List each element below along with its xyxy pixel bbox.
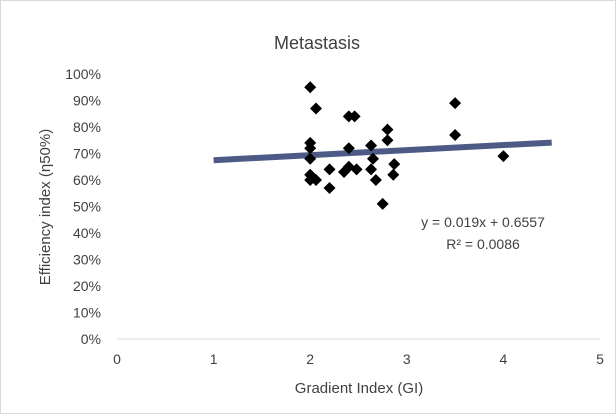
data-point <box>376 197 389 210</box>
data-point <box>304 81 317 94</box>
data-point <box>304 152 317 165</box>
y-tick-label: 20% <box>73 278 101 294</box>
data-point <box>381 123 394 136</box>
y-tick-label: 10% <box>73 305 101 321</box>
y-tick-labels: 0% 10% 20% 30% 40% 50% 60% 70% 80% 90% 100% <box>65 66 101 347</box>
x-tick-label: 0 <box>113 351 121 367</box>
y-tick-label: 40% <box>73 225 101 241</box>
y-tick-label: 100% <box>65 66 101 82</box>
x-tick-label: 3 <box>403 351 411 367</box>
data-point <box>342 142 355 155</box>
data-point <box>497 150 510 163</box>
x-tick-label: 1 <box>210 351 218 367</box>
data-point <box>366 152 379 165</box>
data-point <box>365 139 378 152</box>
x-tick-labels: 0 1 2 3 4 5 <box>113 351 604 367</box>
data-point <box>323 181 336 194</box>
data-point <box>350 163 363 176</box>
data-point <box>304 142 317 155</box>
y-tick-label: 30% <box>73 252 101 268</box>
y-tick-label: 70% <box>73 146 101 162</box>
data-point <box>388 158 401 171</box>
data-point <box>323 163 336 176</box>
data-point <box>369 174 382 186</box>
y-tick-label: 0% <box>81 331 101 347</box>
trendline <box>213 139 552 164</box>
x-tick-label: 4 <box>500 351 508 367</box>
y-axis-label: Efficiency index (η50%) <box>37 129 54 285</box>
y-tick-label: 50% <box>73 199 101 215</box>
data-point <box>309 102 322 115</box>
data-point <box>449 97 462 110</box>
trendline-group <box>213 139 552 164</box>
chart-title: Metastasis <box>274 33 360 53</box>
x-tick-label: 5 <box>596 351 604 367</box>
data-point <box>449 128 462 141</box>
x-tick-label: 2 <box>306 351 314 367</box>
trendline-equation: y = 0.019x + 0.6557 <box>421 214 545 230</box>
data-point <box>348 110 361 123</box>
data-point <box>387 168 400 181</box>
y-tick-label: 60% <box>73 172 101 188</box>
x-axis-label: Gradient Index (GI) <box>295 380 423 397</box>
data-points <box>304 81 510 210</box>
data-point <box>381 134 394 147</box>
data-point <box>365 163 378 176</box>
data-point <box>309 174 322 186</box>
y-tick-label: 90% <box>73 93 101 109</box>
trendline-r-squared: R² = 0.0086 <box>446 236 520 252</box>
y-tick-label: 80% <box>73 119 101 135</box>
